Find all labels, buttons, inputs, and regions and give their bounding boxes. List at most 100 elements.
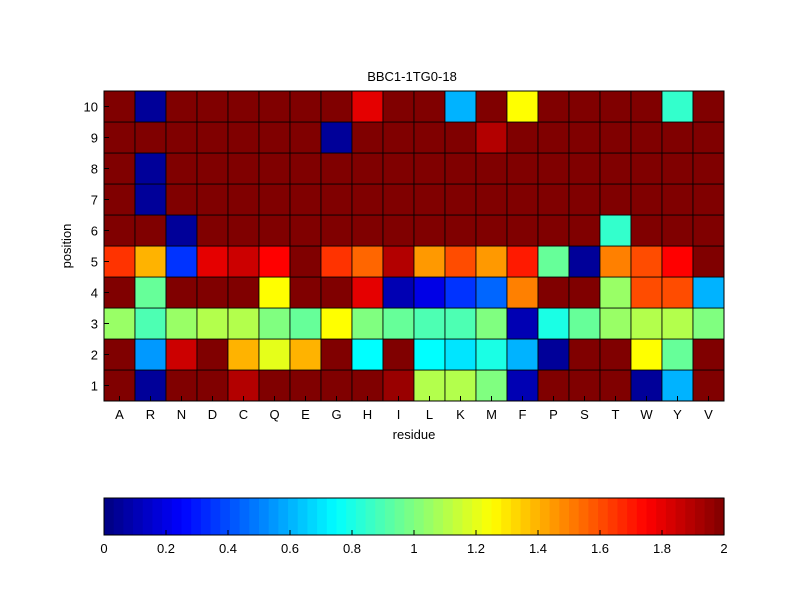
heatmap-cell-K-2 xyxy=(444,338,477,371)
heatmap-cell-I-6 xyxy=(382,214,415,247)
heatmap-cell-P-5 xyxy=(537,245,570,278)
heatmap-cell-R-1 xyxy=(134,369,167,402)
x-tick-label: W xyxy=(640,407,653,422)
colorbar-segment xyxy=(355,498,367,535)
colorbar-tick-label: 1.4 xyxy=(529,541,547,556)
heatmap-cell-Q-5 xyxy=(258,245,291,278)
colorbar-segment xyxy=(559,498,570,535)
colorbar-segment xyxy=(229,498,241,535)
x-tick-label: F xyxy=(519,407,527,422)
heatmap-cell-A-2 xyxy=(103,338,136,371)
colorbar-segment xyxy=(113,498,124,535)
colorbar-segment xyxy=(617,498,628,535)
heatmap-cell-N-9 xyxy=(165,121,198,154)
colorbar-segment xyxy=(520,498,531,535)
heatmap-cell-M-10 xyxy=(475,90,508,123)
heatmap-cell-Y-1 xyxy=(661,369,694,402)
heatmap-cell-T-2 xyxy=(599,338,632,371)
colorbar-segment xyxy=(481,498,493,535)
colorbar-segment xyxy=(375,498,386,535)
chart-title: BBC1-1TG0-18 xyxy=(367,69,457,84)
heatmap-cell-S-3 xyxy=(568,307,601,340)
x-tick-label: I xyxy=(397,407,401,422)
heatmap-cell-Q-10 xyxy=(258,90,291,123)
heatmap-cell-D-3 xyxy=(196,307,229,340)
heatmap-cell-Y-8 xyxy=(661,152,694,185)
heatmap-cell-F-2 xyxy=(506,338,539,371)
colorbar-tick-label: 0.6 xyxy=(281,541,299,556)
colorbar-segment xyxy=(675,498,686,535)
x-tick-label: Y xyxy=(673,407,682,422)
heatmap-cell-W-9 xyxy=(630,121,663,154)
colorbar-segment xyxy=(646,498,657,535)
heatmap-frame xyxy=(103,90,725,402)
colorbar-segment xyxy=(171,498,183,535)
heatmap-cell-W-4 xyxy=(630,276,663,309)
colorbar-segment xyxy=(317,498,328,535)
heatmap-cell-K-6 xyxy=(444,214,477,247)
heatmap-cell-Y-7 xyxy=(661,183,694,216)
colorbar-segment xyxy=(433,498,444,535)
heatmap-cell-T-6 xyxy=(599,214,632,247)
colorbar-segment xyxy=(414,498,425,535)
heatmap-cell-I-3 xyxy=(382,307,415,340)
heatmap-cell-P-4 xyxy=(537,276,570,309)
colorbar-segment xyxy=(365,498,376,535)
heatmap-cell-L-6 xyxy=(413,214,446,247)
heatmap-cell-I-9 xyxy=(382,121,415,154)
heatmap-cell-R-5 xyxy=(134,245,167,278)
heatmap-cell-F-10 xyxy=(506,90,539,123)
colorbar-segment xyxy=(598,498,609,535)
heatmap-cell-M-4 xyxy=(475,276,508,309)
heatmap-cell-R-7 xyxy=(134,183,167,216)
y-tick-label: 10 xyxy=(84,100,98,115)
heatmap-cell-P-2 xyxy=(537,338,570,371)
heatmap-cell-H-7 xyxy=(351,183,384,216)
heatmap-cell-Y-10 xyxy=(661,90,694,123)
colorbar-segment xyxy=(423,498,434,535)
heatmap-cell-C-9 xyxy=(227,121,260,154)
colorbar-segment xyxy=(278,498,289,535)
heatmap-cell-G-5 xyxy=(320,245,353,278)
x-tick-label: M xyxy=(486,407,497,422)
heatmap-cell-C-7 xyxy=(227,183,260,216)
heatmap-cell-D-8 xyxy=(196,152,229,185)
heatmap-cell-R-4 xyxy=(134,276,167,309)
heatmap-cell-Q-1 xyxy=(258,369,291,402)
colorbar-segment xyxy=(685,498,696,535)
heatmap-cell-L-5 xyxy=(413,245,446,278)
heatmap-cell-K-9 xyxy=(444,121,477,154)
heatmap-cell-T-4 xyxy=(599,276,632,309)
colorbar-tick-label: 1.6 xyxy=(591,541,609,556)
colorbar-segment xyxy=(297,498,309,535)
heatmap-cell-I-1 xyxy=(382,369,415,402)
heatmap-cell-W-8 xyxy=(630,152,663,185)
colorbar-segment xyxy=(268,498,279,535)
heatmap-cell-F-8 xyxy=(506,152,539,185)
heatmap-cell-W-2 xyxy=(630,338,663,371)
heatmap-cell-F-4 xyxy=(506,276,539,309)
colorbar-tick-label: 0.2 xyxy=(157,541,175,556)
x-tick-label: C xyxy=(239,407,248,422)
heatmap-cell-R-3 xyxy=(134,307,167,340)
heatmap-cell-T-1 xyxy=(599,369,632,402)
heatmap-cell-I-5 xyxy=(382,245,415,278)
y-tick-label: 2 xyxy=(91,348,98,363)
heatmap-cell-L-10 xyxy=(413,90,446,123)
heatmap-cell-P-10 xyxy=(537,90,570,123)
colorbar-segment xyxy=(249,498,260,535)
heatmap-cell-N-2 xyxy=(165,338,198,371)
y-tick-label: 4 xyxy=(91,286,98,301)
x-tick-label: S xyxy=(580,407,589,422)
colorbar-ticks: 0 0.2 0.4 0.6 0.8 1 1.2 1.4 1.6 1.8 2 xyxy=(100,530,728,556)
colorbar-segment xyxy=(491,498,502,535)
x-tick-label: L xyxy=(426,407,433,422)
heatmap-cell-H-9 xyxy=(351,121,384,154)
x-tick-label: Q xyxy=(269,407,279,422)
heatmap-cell-N-7 xyxy=(165,183,198,216)
heatmap-cell-R-8 xyxy=(134,152,167,185)
heatmap-cell-A-10 xyxy=(103,90,136,123)
heatmap-cell-R-6 xyxy=(134,214,167,247)
colorbar-segment xyxy=(627,498,638,535)
